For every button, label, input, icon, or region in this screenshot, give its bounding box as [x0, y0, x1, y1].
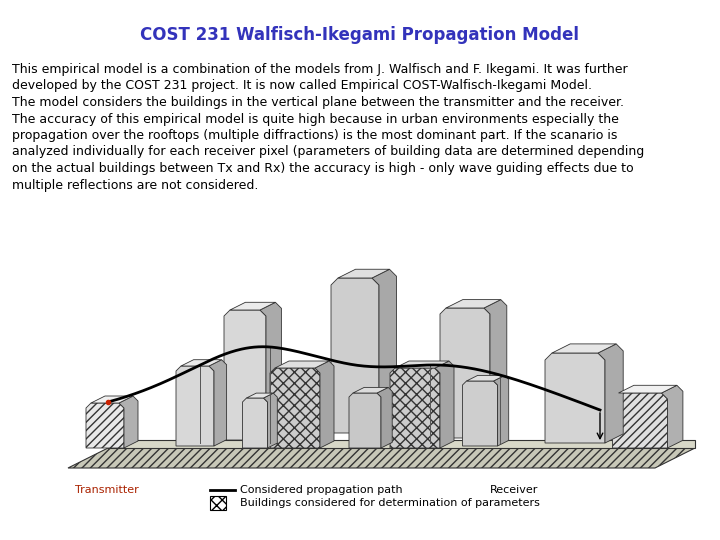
Polygon shape: [275, 361, 329, 368]
Text: This empirical model is a combination of the models from J. Walfisch and F. Ikeg: This empirical model is a combination of…: [12, 63, 644, 192]
Text: Buildings considered for determination of parameters: Buildings considered for determination o…: [240, 498, 540, 508]
Polygon shape: [545, 353, 605, 443]
Polygon shape: [264, 393, 277, 448]
Polygon shape: [86, 403, 124, 448]
Polygon shape: [618, 386, 677, 393]
Polygon shape: [246, 393, 274, 398]
Polygon shape: [493, 375, 509, 446]
Polygon shape: [552, 344, 616, 353]
Text: COST 231 Walfisch-Ikegami Propagation Model: COST 231 Walfisch-Ikegami Propagation Mo…: [140, 26, 580, 44]
Polygon shape: [331, 278, 379, 433]
Polygon shape: [435, 361, 454, 448]
Polygon shape: [119, 396, 138, 448]
Bar: [210, 496, 226, 510]
Polygon shape: [230, 302, 275, 310]
Text: Receiver: Receiver: [490, 485, 539, 495]
Polygon shape: [662, 386, 683, 448]
Polygon shape: [209, 360, 227, 446]
Polygon shape: [243, 398, 268, 448]
Polygon shape: [176, 366, 214, 446]
Polygon shape: [349, 393, 381, 448]
Text: Considered propagation path: Considered propagation path: [240, 485, 402, 495]
Polygon shape: [108, 440, 695, 448]
Polygon shape: [315, 361, 334, 448]
Polygon shape: [446, 300, 501, 308]
Text: Transmitter: Transmitter: [75, 485, 139, 495]
Polygon shape: [270, 368, 320, 448]
Polygon shape: [224, 310, 266, 440]
Polygon shape: [353, 387, 388, 393]
Polygon shape: [338, 269, 390, 278]
Polygon shape: [598, 344, 624, 443]
Polygon shape: [440, 308, 490, 438]
Polygon shape: [260, 302, 282, 440]
Polygon shape: [377, 387, 392, 448]
Polygon shape: [613, 393, 667, 448]
Polygon shape: [395, 361, 449, 368]
Polygon shape: [462, 381, 498, 446]
Polygon shape: [91, 396, 133, 403]
Polygon shape: [484, 300, 507, 438]
Polygon shape: [68, 448, 695, 468]
Polygon shape: [372, 269, 397, 433]
Polygon shape: [390, 368, 440, 448]
Polygon shape: [467, 375, 505, 381]
Polygon shape: [181, 360, 222, 366]
